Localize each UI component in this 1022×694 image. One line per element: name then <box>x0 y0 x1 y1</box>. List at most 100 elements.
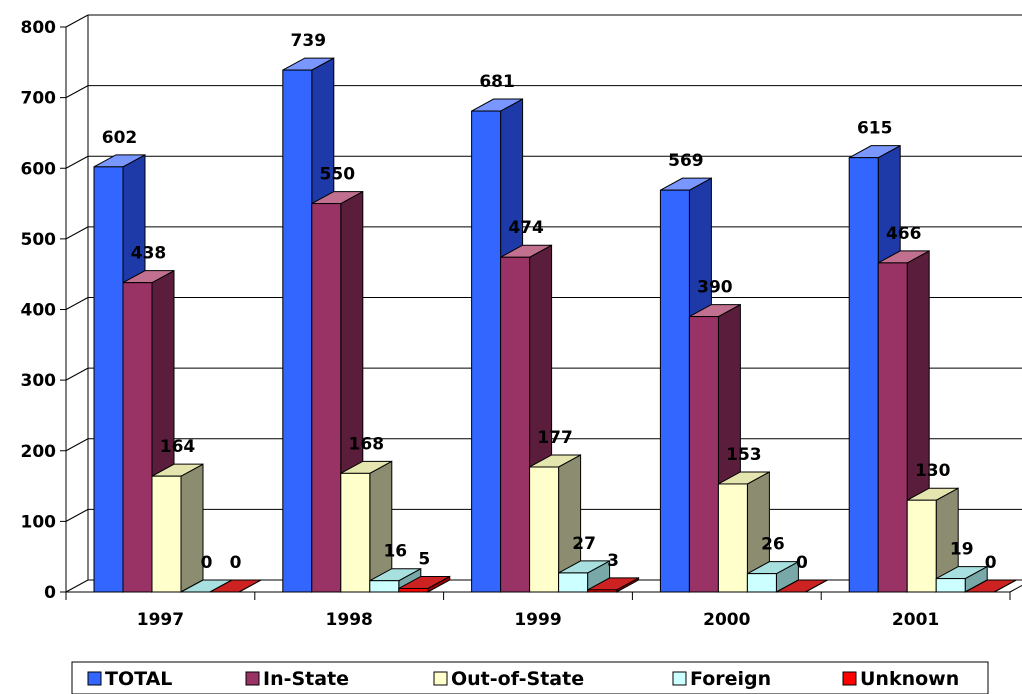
bar-front <box>151 475 182 593</box>
data-label: 615 <box>857 119 893 139</box>
legend-swatch <box>87 671 102 686</box>
gridline-connector <box>65 579 89 593</box>
legend-swatch <box>842 671 857 686</box>
bar <box>340 460 393 593</box>
legend-box <box>71 661 989 694</box>
bars <box>93 57 1017 593</box>
data-label: 130 <box>915 461 951 481</box>
bar-front <box>877 262 908 593</box>
data-label: 153 <box>726 445 762 465</box>
x-tick-label: 1997 <box>137 610 184 630</box>
data-label: 474 <box>508 218 544 238</box>
bar-front <box>340 472 371 593</box>
data-label: 164 <box>160 437 196 457</box>
bar-front <box>500 256 531 593</box>
data-label: 438 <box>131 244 167 264</box>
data-label: 168 <box>349 434 385 454</box>
y-tick-label: 700 <box>21 89 57 109</box>
x-tick-label: 1998 <box>326 610 373 630</box>
bar-front <box>688 316 719 593</box>
data-label: 390 <box>697 278 733 298</box>
data-label: 602 <box>102 128 138 148</box>
data-label: 550 <box>320 165 356 185</box>
bar-front <box>935 578 966 593</box>
legend-item: TOTAL <box>87 668 172 690</box>
x-tick-label: 2000 <box>703 610 750 630</box>
data-label: 27 <box>572 534 596 554</box>
bar-front <box>529 466 560 593</box>
legend-item: In-State <box>245 668 349 690</box>
y-tick-label: 0 <box>44 583 56 603</box>
gridline-connector <box>65 438 89 452</box>
bar-front <box>558 572 589 593</box>
bar-front <box>93 166 124 593</box>
bar-front <box>587 589 618 593</box>
data-label: 19 <box>950 540 974 560</box>
bar <box>935 565 988 593</box>
bar-front <box>311 203 342 593</box>
data-label: 681 <box>479 72 515 92</box>
bar-front <box>746 573 777 593</box>
legend-swatch <box>672 671 687 686</box>
y-tick-label: 800 <box>21 18 57 38</box>
data-label: 569 <box>668 151 704 171</box>
data-label: 0 <box>796 553 808 573</box>
y-tick-label: 400 <box>21 301 57 321</box>
legend-label: TOTAL <box>105 668 172 690</box>
y-tick-label: 500 <box>21 230 57 250</box>
legend-label: Foreign <box>690 668 771 690</box>
data-label: 16 <box>383 542 407 562</box>
legend: TOTAL In-State Out-of-State Foreign Unknown <box>71 661 989 694</box>
bar-front <box>906 499 937 593</box>
gridline-connector <box>65 367 89 381</box>
gridline-connector <box>65 508 89 522</box>
data-label: 3 <box>607 551 619 571</box>
bar-front <box>369 580 400 593</box>
bar <box>398 575 451 593</box>
legend-item: Foreign <box>672 668 771 690</box>
legend-swatch <box>433 671 448 686</box>
legend-label: In-State <box>263 668 349 690</box>
data-label: 177 <box>537 428 573 448</box>
x-tick-label: 1999 <box>514 610 561 630</box>
legend-swatch <box>245 671 260 686</box>
data-label: 5 <box>418 549 430 569</box>
legend-label: Out-of-State <box>451 668 584 690</box>
gridline-connector <box>65 85 89 99</box>
data-label: 0 <box>230 553 242 573</box>
bar-top <box>209 579 262 593</box>
bar <box>776 579 828 593</box>
x-tick-label: 2001 <box>892 610 939 630</box>
data-label: 0 <box>201 553 213 573</box>
bar-front <box>122 282 153 593</box>
bar-front <box>659 189 690 593</box>
data-label: 466 <box>886 224 922 244</box>
data-label: 0 <box>985 553 997 573</box>
bar-front <box>717 483 748 593</box>
gridline-connector <box>65 226 89 240</box>
y-tick-label: 200 <box>21 442 57 462</box>
bar <box>209 579 262 593</box>
bar-front <box>398 587 429 593</box>
bar-top <box>964 579 1017 593</box>
data-label: 26 <box>761 535 785 555</box>
y-tick-label: 100 <box>21 512 57 532</box>
bar-top <box>776 579 828 593</box>
bar-front <box>471 110 502 593</box>
bar <box>151 463 204 593</box>
bar <box>717 471 770 593</box>
bar <box>906 487 959 593</box>
bar <box>558 560 611 593</box>
bar <box>964 579 1017 593</box>
legend-item: Out-of-State <box>433 668 584 690</box>
y-tick-label: 300 <box>21 371 57 391</box>
y-tick-label: 600 <box>21 159 57 179</box>
bar-front <box>282 69 313 593</box>
floor-edge <box>1009 584 1022 593</box>
legend-item: Unknown <box>842 668 959 690</box>
gridline-connector <box>65 155 89 169</box>
bar <box>587 577 640 593</box>
